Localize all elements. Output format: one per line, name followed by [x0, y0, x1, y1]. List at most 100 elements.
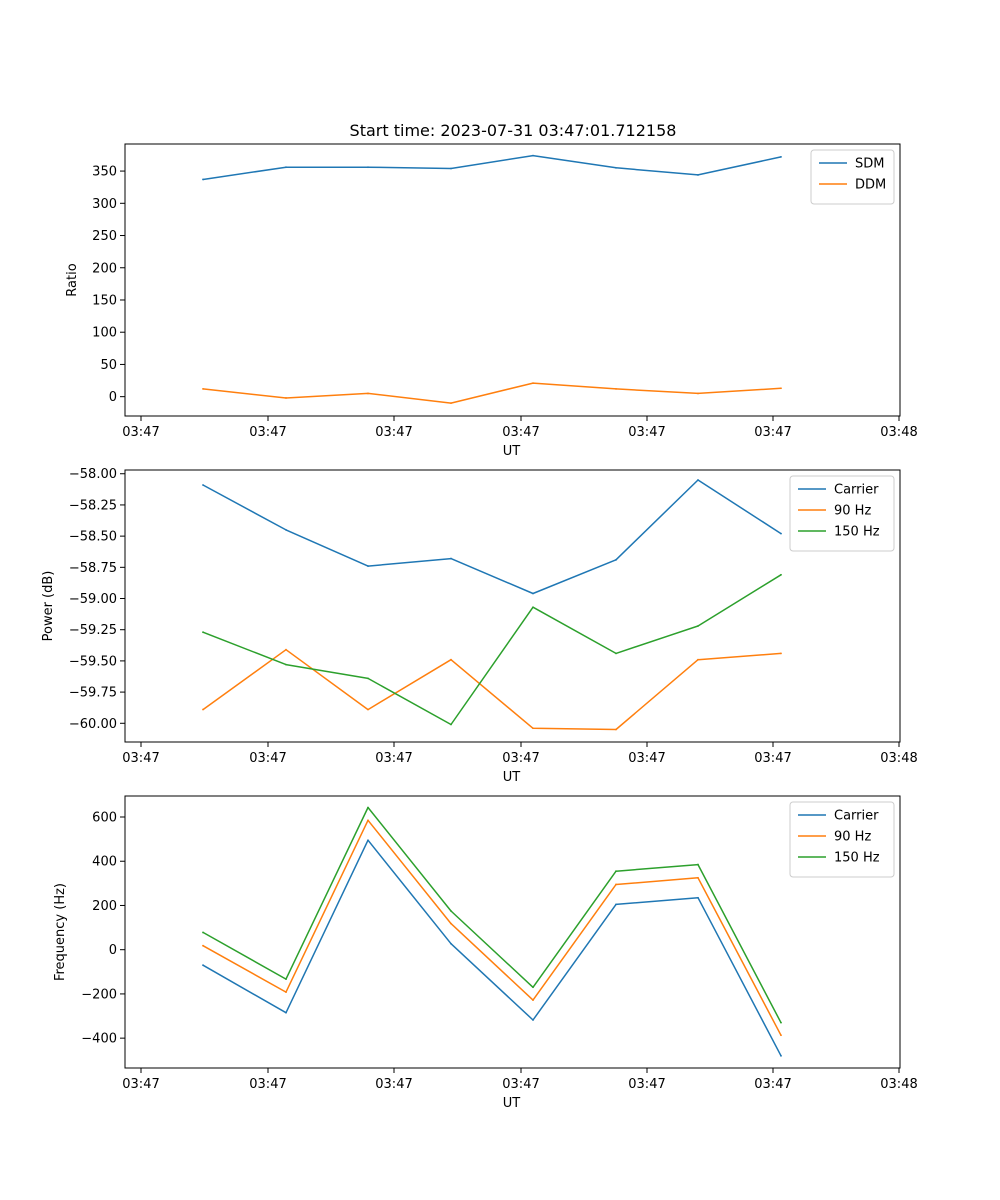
x-tick-label: 03:47 [122, 751, 159, 766]
series-line-90-hz [202, 648, 782, 731]
legend-label: SDM [855, 157, 884, 172]
y-tick-label: 50 [100, 358, 117, 373]
y-tick-label: 300 [92, 197, 117, 212]
series-line-sdm [202, 154, 782, 181]
data-point [697, 863, 699, 866]
data-point [202, 178, 204, 181]
x-tick-label: 03:47 [628, 751, 665, 766]
legend-label: DDM [855, 178, 886, 193]
y-tick-label: −59.25 [69, 623, 117, 638]
x-tick-label: 03:47 [122, 1077, 159, 1092]
data-point [532, 727, 534, 730]
data-point [697, 479, 699, 481]
data-point [532, 154, 534, 157]
data-point [780, 1021, 782, 1024]
data-point [697, 876, 699, 879]
legend-label: Carrier [834, 483, 879, 498]
data-point [285, 663, 287, 666]
data-point [780, 532, 782, 535]
x-tick-label: 03:48 [880, 425, 917, 440]
y-tick-label: 0 [109, 390, 117, 405]
data-point [367, 677, 369, 680]
legend [789, 475, 895, 552]
data-point [367, 392, 369, 395]
data-point [202, 388, 204, 390]
data-point [780, 155, 782, 158]
data-point [532, 986, 534, 989]
data-point [615, 558, 617, 561]
data-point [202, 484, 204, 486]
data-point [285, 978, 287, 981]
x-tick-label: 03:48 [880, 1077, 917, 1092]
data-point [615, 728, 617, 731]
x-axis-label: UT [503, 444, 521, 459]
y-tick-label: −400 [81, 1032, 117, 1047]
data-point [780, 652, 782, 655]
data-point [202, 964, 204, 967]
y-tick-label: −200 [81, 987, 117, 1002]
data-point [532, 382, 534, 385]
data-point [285, 648, 287, 651]
y-tick-label: −59.00 [69, 592, 117, 607]
legend-label: 150 Hz [834, 525, 880, 540]
x-axis-label: UT [503, 1096, 521, 1111]
x-tick-label: 03:47 [754, 751, 791, 766]
x-tick-label: 03:47 [628, 1077, 665, 1092]
x-axis-label: UT [503, 770, 521, 785]
y-axis-label: Ratio [65, 263, 80, 296]
y-tick-label: 400 [92, 855, 117, 870]
data-point [202, 944, 204, 947]
y-tick-label: −58.00 [69, 467, 117, 482]
y-axis-label: Frequency (Hz) [53, 883, 68, 981]
panels: 03:47 03:47 03:47 03:47 03:47 03:47 03:48 0 50 10… [41, 143, 918, 1111]
data-point [697, 174, 699, 176]
x-tick-label: 03:47 [375, 1077, 412, 1092]
data-point [367, 806, 369, 809]
data-point [780, 1054, 782, 1057]
data-point [202, 631, 204, 634]
y-tick-label: −58.25 [69, 498, 117, 513]
legend-label: 150 Hz [834, 851, 880, 866]
series-line-90-hz [202, 819, 782, 1036]
x-tick-label: 03:47 [754, 425, 791, 440]
legend-label: 90 Hz [834, 830, 871, 845]
plot-area [124, 469, 901, 743]
x-tick-label: 03:47 [628, 425, 665, 440]
data-point [697, 658, 699, 661]
y-tick-label: 200 [92, 899, 117, 914]
data-point [450, 658, 452, 661]
data-point [615, 903, 617, 906]
chart-panel-3: 03:47 03:47 03:47 03:47 03:47 03:47 03:48 −400 −… [53, 795, 918, 1111]
data-point [780, 573, 782, 576]
data-point [367, 819, 369, 822]
chart-panel-2: 03:47 03:47 03:47 03:47 03:47 03:47 03:48 −60.0… [41, 467, 918, 785]
x-tick-label: 03:47 [375, 425, 412, 440]
data-point [285, 1011, 287, 1014]
data-point [615, 388, 617, 390]
data-point [285, 166, 287, 169]
data-point [450, 942, 452, 945]
data-point [367, 839, 369, 842]
data-point [450, 922, 452, 925]
x-tick-label: 03:47 [502, 425, 539, 440]
plot-area [124, 143, 901, 417]
chart-panel-1: 03:47 03:47 03:47 03:47 03:47 03:47 03:48 0 50 10… [65, 143, 918, 459]
chart-title: Start time: 2023-07-31 03:47:01.712158 [350, 121, 677, 140]
x-tick-label: 03:47 [502, 1077, 539, 1092]
data-point [615, 652, 617, 655]
data-point [532, 606, 534, 609]
x-tick-label: 03:48 [880, 751, 917, 766]
x-tick-label: 03:47 [249, 425, 286, 440]
data-point [780, 387, 782, 390]
y-tick-label: 100 [92, 326, 117, 341]
y-tick-label: 350 [92, 165, 117, 180]
series-line-150-hz [202, 574, 782, 726]
data-point [615, 870, 617, 873]
data-point [780, 1034, 782, 1037]
y-axis-label: Power (dB) [41, 571, 56, 642]
y-tick-label: −60.00 [69, 717, 117, 732]
plot-area [124, 795, 901, 1069]
data-point [532, 999, 534, 1002]
x-tick-label: 03:47 [249, 751, 286, 766]
